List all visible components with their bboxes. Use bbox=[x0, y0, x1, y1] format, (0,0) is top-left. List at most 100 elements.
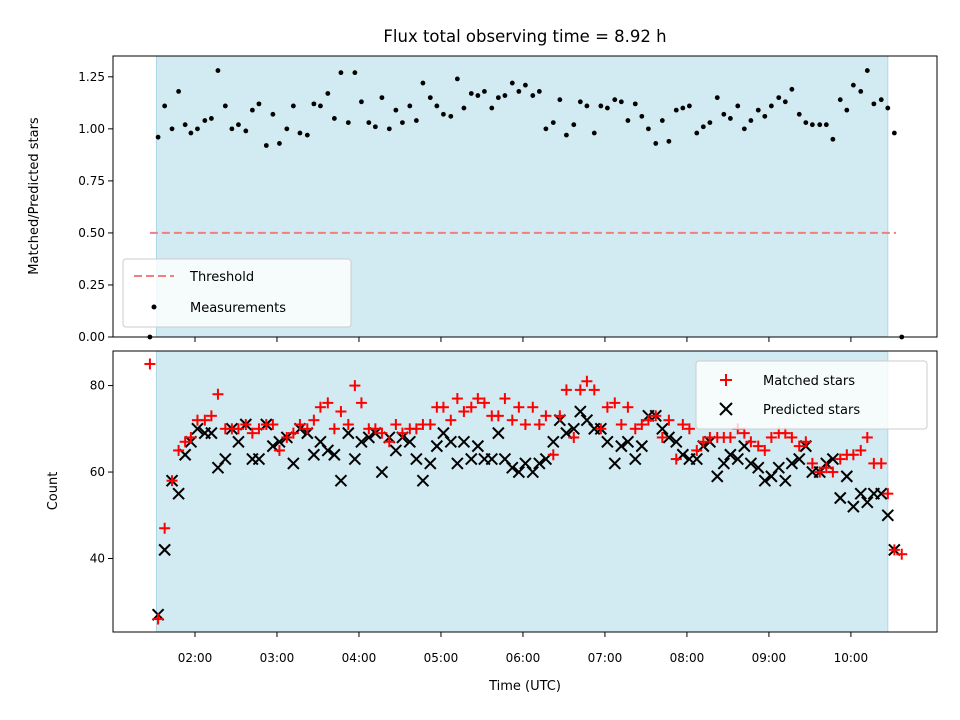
matched-point-109 bbox=[888, 544, 900, 556]
matched-point-62 bbox=[568, 431, 580, 443]
top-y-tick-label-1: 0.25 bbox=[78, 278, 105, 292]
measurement-point-92 bbox=[776, 95, 782, 101]
matched-point-18 bbox=[267, 418, 279, 430]
matched-point-105 bbox=[861, 431, 873, 443]
measurement-point-90 bbox=[762, 113, 768, 119]
predicted-point-12 bbox=[232, 435, 245, 448]
matched-point-81 bbox=[697, 436, 709, 448]
predicted-point-75 bbox=[662, 431, 676, 444]
top-legend: Threshold Measurements bbox=[122, 258, 352, 328]
measurement-point-53 bbox=[509, 80, 515, 86]
bottom-legend: Matched stars Predicted stars bbox=[695, 360, 928, 430]
measurement-point-74 bbox=[653, 141, 659, 146]
matched-point-88 bbox=[745, 436, 757, 448]
matched-point-54 bbox=[513, 401, 525, 413]
predicted-point-25 bbox=[321, 444, 335, 457]
predicted-point-50 bbox=[492, 426, 505, 440]
top-plot-frame bbox=[112, 55, 938, 338]
measurement-point-13 bbox=[236, 122, 241, 128]
predicted-point-40 bbox=[424, 457, 437, 470]
predicted-point-29 bbox=[348, 452, 362, 466]
matched-point-55 bbox=[519, 418, 531, 430]
bottom-legend-box bbox=[695, 360, 928, 430]
predicted-point-44 bbox=[451, 457, 464, 470]
measurement-point-34 bbox=[379, 95, 385, 101]
matched-point-25 bbox=[314, 401, 326, 413]
x-tick-label-6: 08:00 bbox=[670, 651, 705, 665]
predicted-point-99 bbox=[826, 452, 840, 466]
matched-point-100 bbox=[827, 466, 839, 478]
matched-point-6 bbox=[185, 431, 197, 443]
predicted-point-39 bbox=[416, 474, 430, 487]
measurement-point-86 bbox=[735, 103, 741, 109]
matched-point-2 bbox=[159, 522, 171, 534]
measurement-point-7 bbox=[195, 126, 200, 132]
measurement-point-12 bbox=[229, 126, 235, 132]
measurement-point-66 bbox=[598, 103, 604, 109]
measurement-point-87 bbox=[741, 126, 747, 132]
matched-point-99 bbox=[820, 462, 832, 474]
x-tick-label-7: 09:00 bbox=[752, 651, 787, 665]
x-axis-label: Time (UTC) bbox=[488, 679, 561, 694]
measurement-point-69 bbox=[618, 99, 624, 105]
measurement-point-100 bbox=[830, 136, 836, 142]
predicted-point-101 bbox=[840, 470, 854, 483]
predicted-point-67 bbox=[608, 457, 621, 470]
measurement-point-39 bbox=[413, 118, 419, 123]
measurement-point-82 bbox=[707, 120, 713, 126]
bottom-y-tick-label-1: 60 bbox=[90, 465, 105, 479]
measurement-point-102 bbox=[844, 107, 850, 113]
matched-point-0 bbox=[144, 358, 156, 370]
measurement-point-9 bbox=[208, 116, 214, 121]
predicted-point-66 bbox=[601, 435, 614, 448]
predicted-point-100 bbox=[834, 491, 847, 505]
predicted-point-107 bbox=[881, 509, 895, 522]
measurement-point-96 bbox=[803, 120, 809, 126]
matched-point-29 bbox=[342, 418, 354, 430]
predicted-point-68 bbox=[615, 439, 628, 453]
measurement-point-27 bbox=[331, 116, 337, 121]
measurement-point-108 bbox=[885, 105, 891, 111]
matched-point-104 bbox=[855, 444, 867, 456]
matched-point-49 bbox=[478, 397, 490, 409]
measurement-point-91 bbox=[768, 103, 774, 109]
measurement-point-47 bbox=[468, 91, 474, 96]
measurement-point-79 bbox=[686, 103, 692, 109]
matched-point-108 bbox=[882, 488, 894, 500]
measurement-point-75 bbox=[659, 118, 665, 123]
matched-point-97 bbox=[806, 457, 818, 469]
measurement-point-35 bbox=[386, 126, 392, 132]
measurement-point-56 bbox=[530, 93, 536, 98]
measurement-point-26 bbox=[325, 91, 331, 96]
measurement-point-84 bbox=[721, 111, 727, 117]
legend-measurements-swatch bbox=[151, 304, 157, 310]
measurement-point-37 bbox=[400, 120, 405, 126]
predicted-point-93 bbox=[785, 457, 799, 470]
matched-point-28 bbox=[335, 406, 347, 418]
matched-point-16 bbox=[253, 423, 265, 435]
measurement-point-20 bbox=[284, 126, 290, 132]
measurement-point-73 bbox=[645, 126, 651, 132]
predicted-point-30 bbox=[355, 435, 368, 448]
matched-point-74 bbox=[650, 410, 662, 422]
x-tick-label-1: 03:00 bbox=[260, 651, 295, 665]
measurement-point-52 bbox=[502, 93, 508, 98]
x-tick-label-0: 02:00 bbox=[178, 651, 213, 665]
matched-point-53 bbox=[506, 414, 518, 426]
matched-point-31 bbox=[355, 397, 367, 409]
matched-point-26 bbox=[322, 397, 334, 409]
predicted-point-70 bbox=[629, 452, 642, 466]
measurements-points bbox=[147, 68, 905, 340]
predicted-point-58 bbox=[547, 435, 560, 448]
chart-title: Flux total observing time = 8.92 h bbox=[383, 27, 666, 46]
predicted-point-69 bbox=[621, 435, 635, 448]
legend-threshold-label: Threshold bbox=[189, 270, 254, 285]
predicted-point-8 bbox=[205, 426, 218, 440]
matched-point-85 bbox=[724, 431, 736, 443]
matched-point-41 bbox=[424, 418, 436, 430]
matched-point-37 bbox=[396, 427, 408, 439]
measurement-point-89 bbox=[755, 107, 761, 113]
matched-point-80 bbox=[691, 444, 703, 456]
matched-point-34 bbox=[376, 427, 388, 439]
